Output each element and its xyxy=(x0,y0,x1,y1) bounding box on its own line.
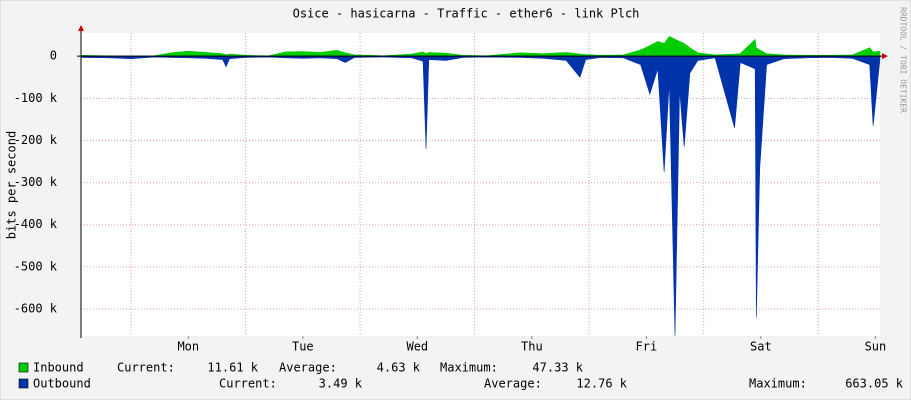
legend-label: Outbound xyxy=(33,377,91,391)
stat-label: Current: xyxy=(219,377,277,391)
y-tick-label: -500 k xyxy=(14,259,58,273)
x-tick-label: Wed xyxy=(406,340,428,354)
stat-label: Average: xyxy=(279,361,337,375)
axis-arrow xyxy=(882,53,888,60)
chart-title: Osice - hasicarna - Traffic - ether6 - l… xyxy=(293,7,640,21)
y-tick-label: -200 k xyxy=(14,133,58,147)
stat-value: 663.05 k xyxy=(845,377,904,391)
y-tick-label: -400 k xyxy=(14,217,58,231)
y-tick-label: -300 k xyxy=(14,175,58,189)
x-tick-label: Sat xyxy=(750,340,772,354)
legend-swatch xyxy=(18,378,29,389)
stat-value: 11.61 k xyxy=(207,361,258,375)
stat-label: Maximum: xyxy=(440,361,498,375)
legend-label: Inbound xyxy=(33,361,84,375)
y-tick-label: -100 k xyxy=(14,91,58,105)
axis-arrow xyxy=(78,25,84,31)
legend-swatch xyxy=(18,362,29,373)
stat-value: 47.33 k xyxy=(532,361,583,375)
watermark: RRDTOOL / TOBI OETIKER xyxy=(899,7,908,113)
stat-value: 12.76 k xyxy=(576,377,627,391)
y-tick-label: 0 xyxy=(50,49,57,63)
x-tick-label: Sun xyxy=(865,340,887,354)
stat-value: 3.49 k xyxy=(319,377,363,391)
x-tick-label: Fri xyxy=(636,340,658,354)
plot-area xyxy=(81,33,880,336)
area xyxy=(81,55,881,336)
stat-label: Average: xyxy=(484,377,542,391)
stat-value: 4.63 k xyxy=(377,361,421,375)
y-axis-label: bits per second xyxy=(5,131,19,239)
x-tick-label: Thu xyxy=(521,340,543,354)
area xyxy=(81,35,881,57)
x-tick-label: Tue xyxy=(292,340,314,354)
stat-label: Current: xyxy=(117,361,175,375)
stat-label: Maximum: xyxy=(749,377,807,391)
y-tick-label: -600 k xyxy=(14,302,58,316)
x-tick-label: Mon xyxy=(177,340,199,354)
